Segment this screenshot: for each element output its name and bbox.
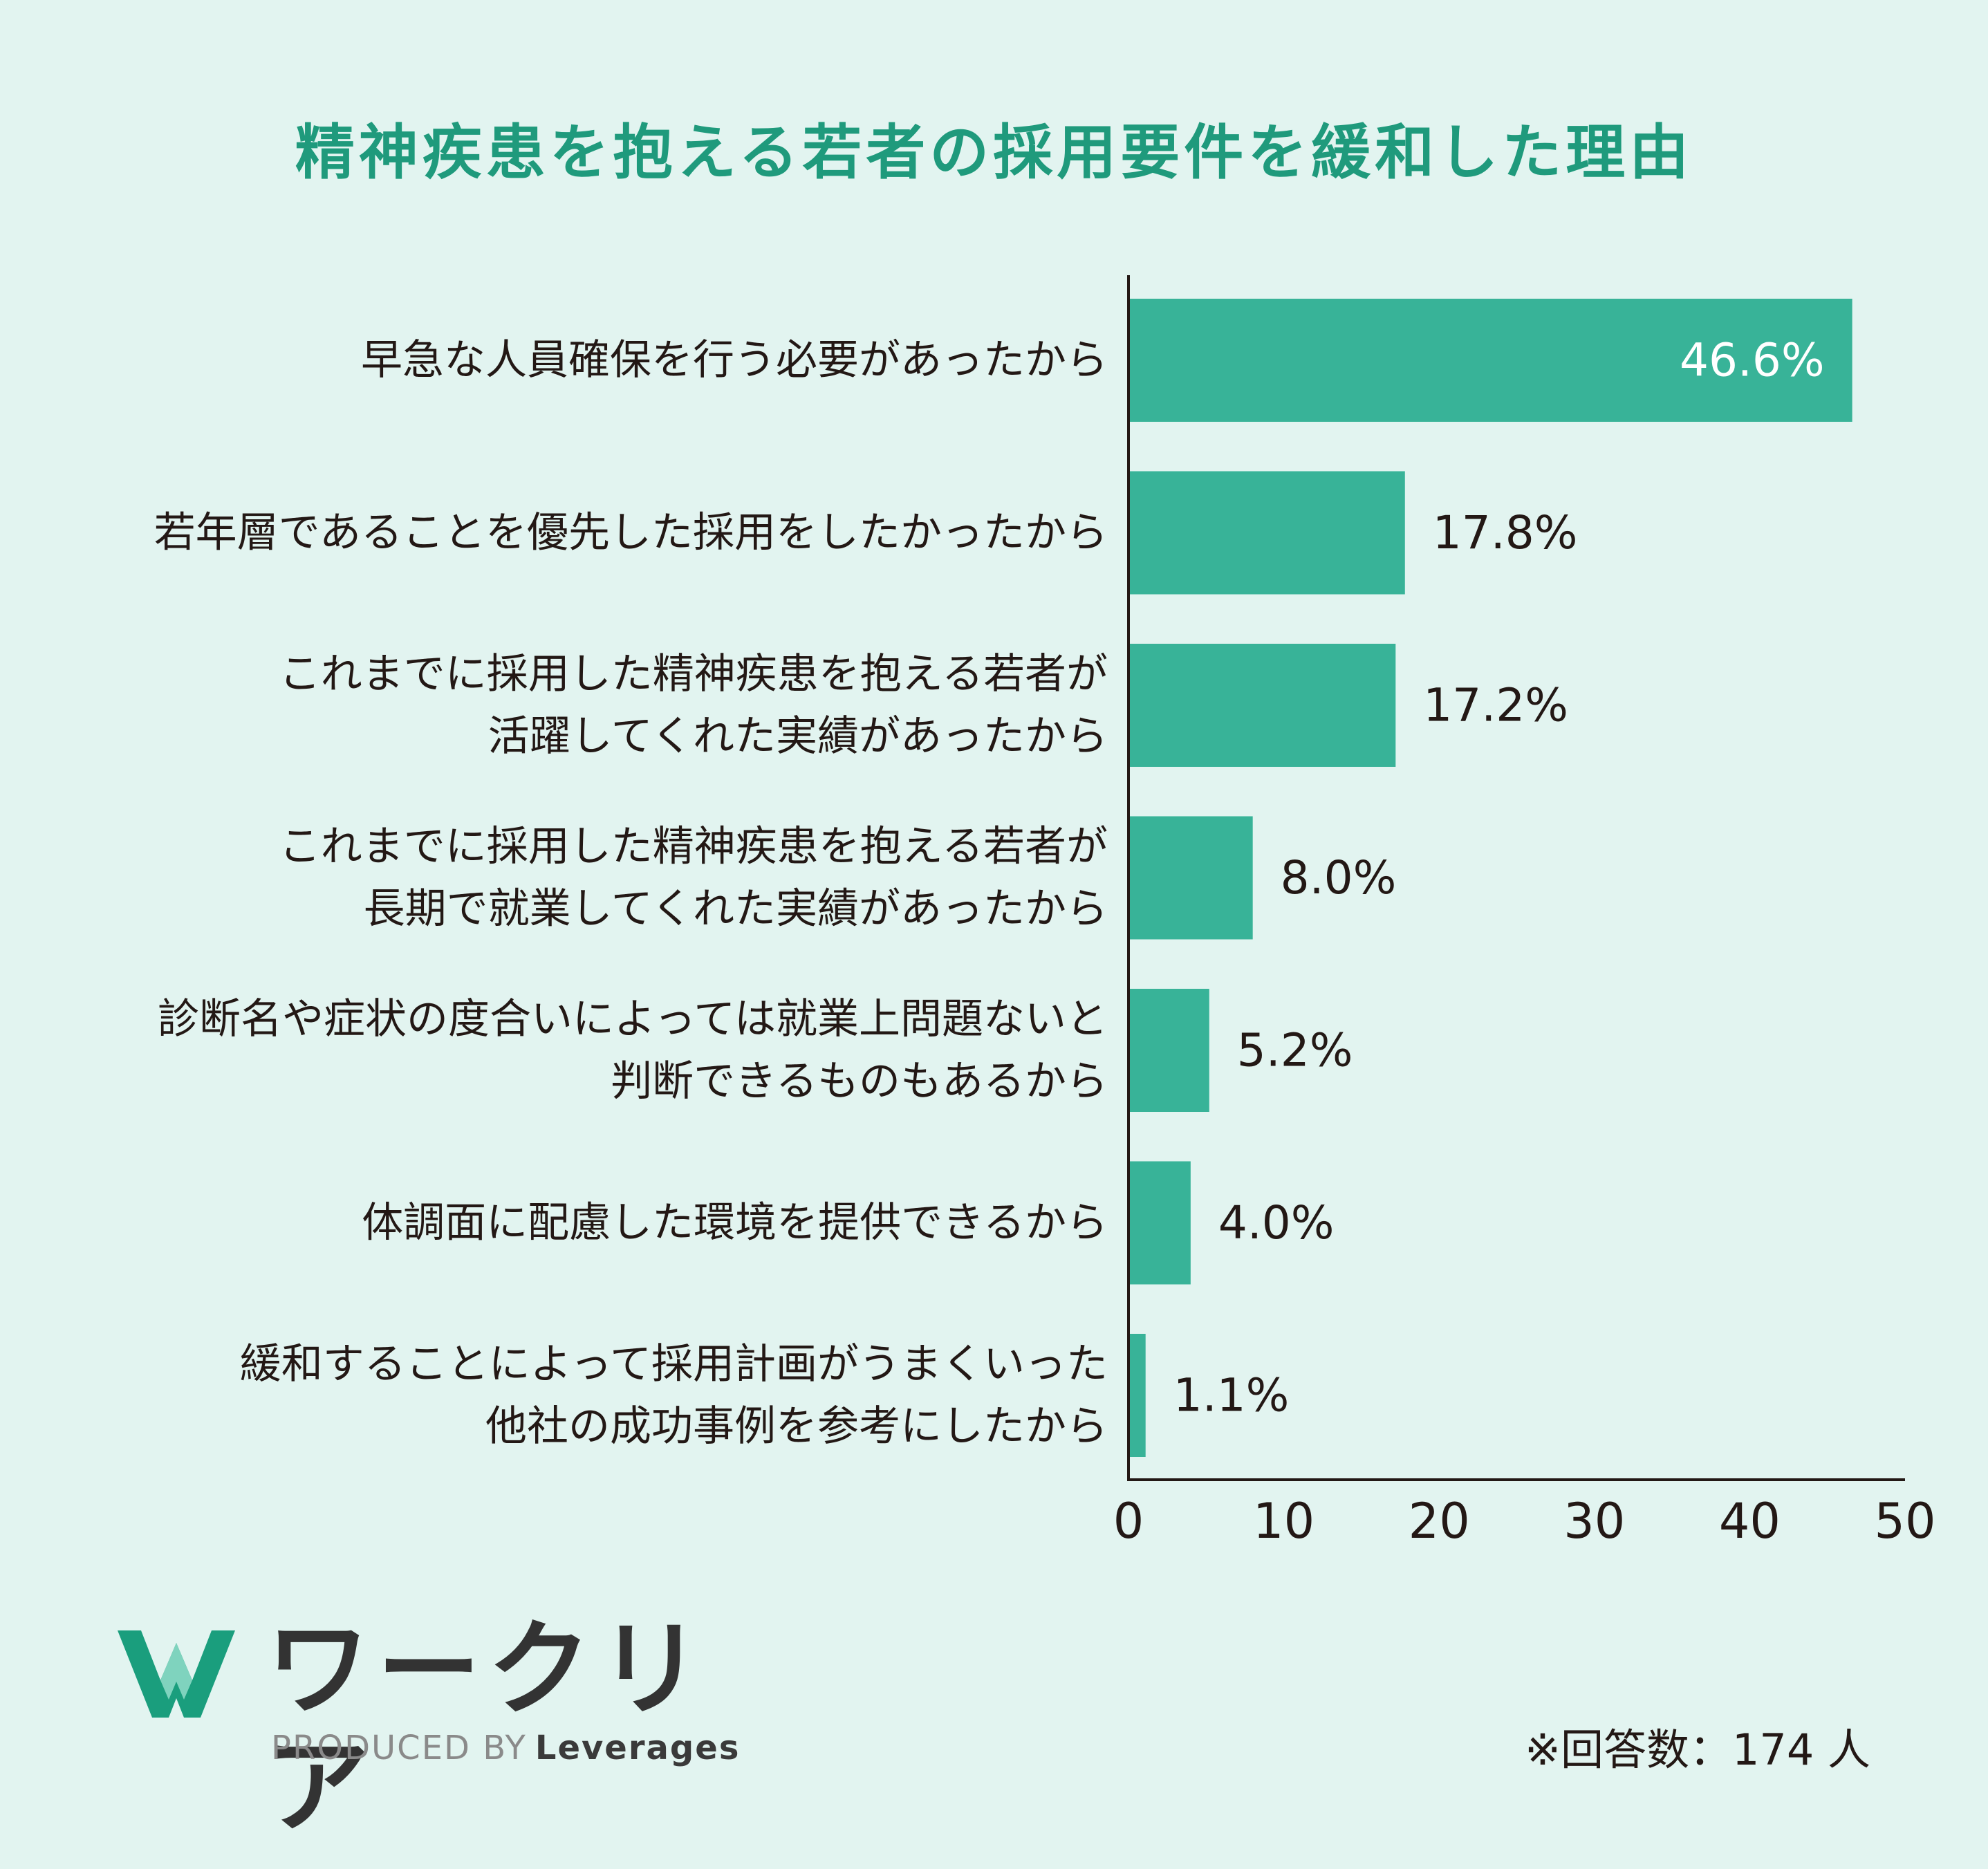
produced-by-text: PRODUCED BY [271, 1729, 527, 1767]
category-label-4-line-2: 長期で就業してくれた実績があったから [364, 885, 1108, 933]
category-label-6: 体調面に配慮した環境を提供できるから [362, 1199, 1108, 1247]
bar-chart: 46.6% 早急な人員確保を行う必要があったから 17.8% 若年層であることを優先し… [154, 275, 1936, 1550]
value-label-6: 4.0% [1218, 1196, 1335, 1249]
value-label-5: 5.2% [1237, 1024, 1353, 1077]
category-label-4-line-1: これまでに採用した精神疾患を抱える若者が [279, 823, 1108, 871]
category-label-1: 早急な人員確保を行う必要があったから [361, 336, 1108, 384]
value-label-4: 8.0% [1281, 851, 1397, 904]
category-label-7-line-2: 他社の成功事例を参考にしたから [485, 1402, 1108, 1451]
category-label-3-line-2: 活躍してくれた実績があったから [488, 712, 1108, 761]
category-label-2: 若年層であることを優先した採用をしたかったから [154, 509, 1108, 557]
value-label-1: 46.6% [1680, 334, 1825, 387]
x-tick-label-20: 20 [1409, 1493, 1470, 1550]
produced-by: PRODUCED BY Leverages [271, 1729, 740, 1767]
category-label-5-line-1: 診断名や症状の度合いによっては就業上問題ないと [158, 995, 1108, 1043]
bar-7 [1128, 1334, 1146, 1457]
value-label-3: 17.2% [1423, 679, 1568, 732]
category-label-7-line-1: 緩和することによって採用計画がうまくいった [240, 1340, 1108, 1388]
response-count-note: ※回答数：174 人 [1525, 1724, 1870, 1775]
x-tick-label-30: 30 [1563, 1493, 1625, 1550]
category-label-5-line-2: 判断できるものもあるから [611, 1057, 1108, 1106]
workria-w-logo-icon [118, 1630, 235, 1718]
x-tick-label-40: 40 [1719, 1493, 1781, 1550]
x-tick-label-50: 50 [1874, 1493, 1935, 1550]
category-label-3-line-1: これまでに採用した精神疾患を抱える若者が [279, 650, 1108, 698]
bar-6 [1128, 1161, 1191, 1285]
bar-4 [1128, 816, 1253, 940]
value-label-7: 1.1% [1173, 1369, 1290, 1422]
x-tick-label-0: 0 [1113, 1493, 1144, 1550]
bar-5 [1128, 989, 1209, 1112]
logo-name: ワークリア [266, 1610, 709, 1848]
chart-title: 精神疾患を抱える若者の採用要件を緩和した理由 [295, 118, 1693, 187]
bar-2 [1128, 471, 1405, 595]
value-label-2: 17.8% [1433, 506, 1578, 559]
bar-3 [1128, 644, 1396, 767]
workria-logo: ワークリア PRODUCED BY Leverages [118, 1611, 738, 1846]
x-tick-label-10: 10 [1253, 1493, 1315, 1550]
bar-1 [1128, 299, 1852, 422]
brand-name: Leverages [535, 1729, 741, 1767]
